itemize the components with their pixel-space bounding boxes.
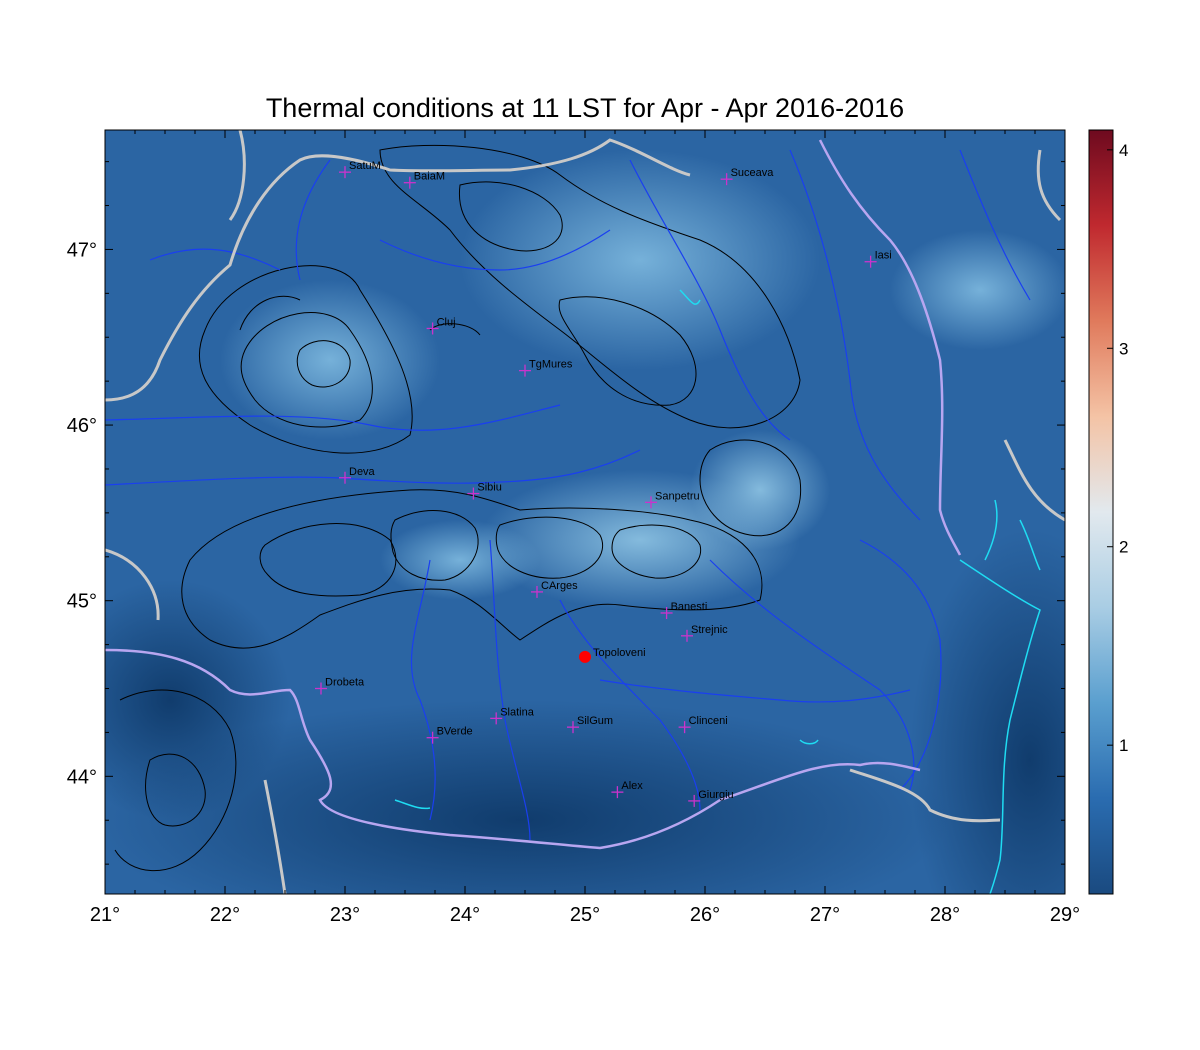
borders [105,130,1065,894]
city-label: BaiaM [414,171,445,183]
x-tick-label: 21° [90,904,120,926]
y-tick-label: 45° [67,591,97,613]
city-label: Sanpetru [655,490,700,502]
city-marker: BaiaM [403,171,445,189]
x-tick-label: 27° [810,904,840,926]
city-label: CArges [541,580,578,592]
x-tick-label: 22° [210,904,240,926]
city-marker: Slatina [490,706,535,725]
x-tick-label: 26° [690,904,720,926]
city-marker: Cluj [426,316,456,335]
city-label: BVerde [437,726,473,738]
city-marker: Iasi [864,250,892,268]
city-label: SatuM [349,160,381,172]
city-label: Banesti [671,601,708,613]
city-markers: SatuM BaiaM Suceava Iasi Cluj TgMures Deva Sibi… [315,160,892,807]
city-label: Iasi [875,250,892,262]
city-marker: Giurgiu [688,789,734,807]
colorbar-ticks: 1 2 3 4 [1107,141,1128,755]
city-label: Deva [349,466,376,478]
dark-area-west [105,580,290,820]
colorbar-tick-label: 4 [1119,141,1128,160]
city-marker: BVerde [426,726,473,744]
x-tick-label: 28° [930,904,960,926]
light-area-bend [690,430,830,550]
city-marker: Sibiu [467,482,502,500]
city-label: Strejnic [691,624,728,636]
y-tick-label: 46° [67,415,97,437]
city-marker: SatuM [339,160,381,179]
city-label: SilGum [577,715,613,727]
city-label: Drobeta [325,677,365,689]
city-marker: Suceava [720,167,775,186]
colorbar-tick-label: 1 [1119,736,1128,755]
y-tick-label: 47° [67,239,97,261]
dark-area-sea [910,530,1065,894]
city-marker: TgMures [519,359,573,377]
city-label: Sibiu [477,482,501,494]
city-label: Slatina [500,706,535,718]
rivers [105,149,1031,841]
city-marker: Alex [611,780,643,799]
city-marker: SilGum [567,715,613,734]
city-label: Clinceni [689,715,728,727]
city-marker: Sanpetru [645,490,700,509]
city-marker: Banesti [660,601,708,619]
coastline [394,289,1041,894]
city-marker: Drobeta [315,677,365,695]
highlight-site: Topoloveni [579,647,646,663]
city-marker: Clinceni [678,715,728,734]
map-axes: 21° 22° 23° 24° 25° 26° 27° 28° 29° 44° 45° 46° 47° [67,130,1080,926]
city-label: Cluj [437,316,456,328]
light-area-east [890,230,1065,350]
map-title: Thermal conditions at 11 LST for Apr - A… [266,93,904,123]
colorbar: 1 2 3 4 [1088,129,1128,895]
x-tick-label: 29° [1050,904,1080,926]
colorbar-tick-label: 3 [1119,339,1128,358]
city-marker: Strejnic [681,624,728,642]
light-area-north [460,150,820,370]
city-label: Alex [621,780,643,792]
light-area-center [380,520,540,600]
x-tick-label: 23° [330,904,360,926]
light-area-west [220,280,440,440]
colorbar-gradient [1088,129,1114,895]
colorbar-tick-label: 2 [1119,538,1128,557]
highlight-site-label: Topoloveni [593,647,646,659]
city-label: Suceava [731,167,775,179]
city-label: TgMures [529,359,573,371]
highlight-site-dot [579,650,591,663]
city-marker: Deva [339,466,376,484]
danube-and-prut [105,139,962,850]
map-panel [105,130,1065,894]
x-tick-label: 24° [450,904,480,926]
city-marker: CArges [531,580,578,598]
x-tick-label: 25° [570,904,600,926]
y-tick-label: 44° [67,766,97,788]
city-label: Giurgiu [698,789,733,801]
